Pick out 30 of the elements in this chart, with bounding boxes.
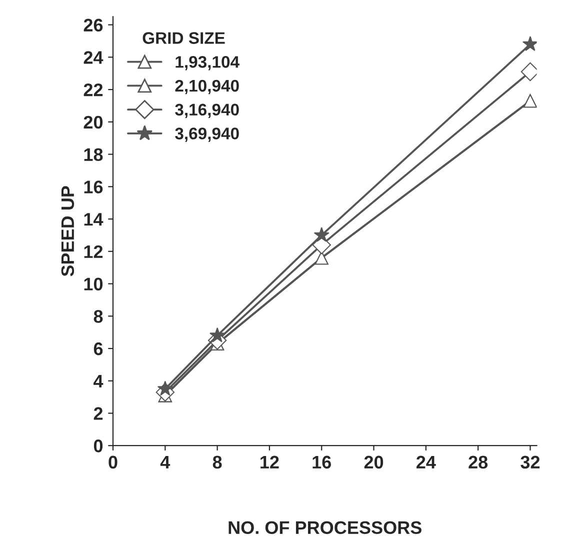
y-tick-label: 8 xyxy=(94,310,103,323)
x-tick-label: 8 xyxy=(212,456,222,469)
x-tick-label: 4 xyxy=(160,456,170,468)
y-axis-title: SPEED UP xyxy=(61,186,74,276)
y-tick-label: 22 xyxy=(84,83,103,96)
x-tick-label: 24 xyxy=(416,456,436,468)
y-tick-label: 20 xyxy=(84,116,103,129)
legend-label: 3,69,940 xyxy=(175,128,239,142)
y-tick-label: 10 xyxy=(84,278,103,290)
x-tick-label: 32 xyxy=(520,456,540,469)
y-tick-label: 6 xyxy=(94,342,103,356)
y-tick-label: 14 xyxy=(84,213,104,226)
x-tick-label: 0 xyxy=(108,456,118,469)
legend-label: 2,10,940 xyxy=(175,80,239,94)
y-tick-label: 18 xyxy=(84,148,103,161)
x-tick-label: 12 xyxy=(260,456,279,468)
y-tick-label: 24 xyxy=(84,51,104,64)
y-tick-label: 12 xyxy=(84,245,103,258)
y-tick-label: 26 xyxy=(84,18,103,32)
y-tick-label: 2 xyxy=(94,407,103,420)
x-tick-label: 16 xyxy=(312,456,332,469)
x-axis-title: NO. OF PROCESSORS xyxy=(228,521,422,534)
y-tick-label: 0 xyxy=(94,440,103,452)
legend-label: 1,93,104 xyxy=(176,56,240,70)
legend-title: GRID SIZE xyxy=(142,32,225,44)
x-tick-label: 28 xyxy=(468,456,488,469)
y-tick-label: 16 xyxy=(84,180,103,194)
x-tick-label: 20 xyxy=(364,456,384,469)
y-tick-label: 4 xyxy=(94,374,104,388)
legend-label: 3,16,940 xyxy=(175,104,239,118)
